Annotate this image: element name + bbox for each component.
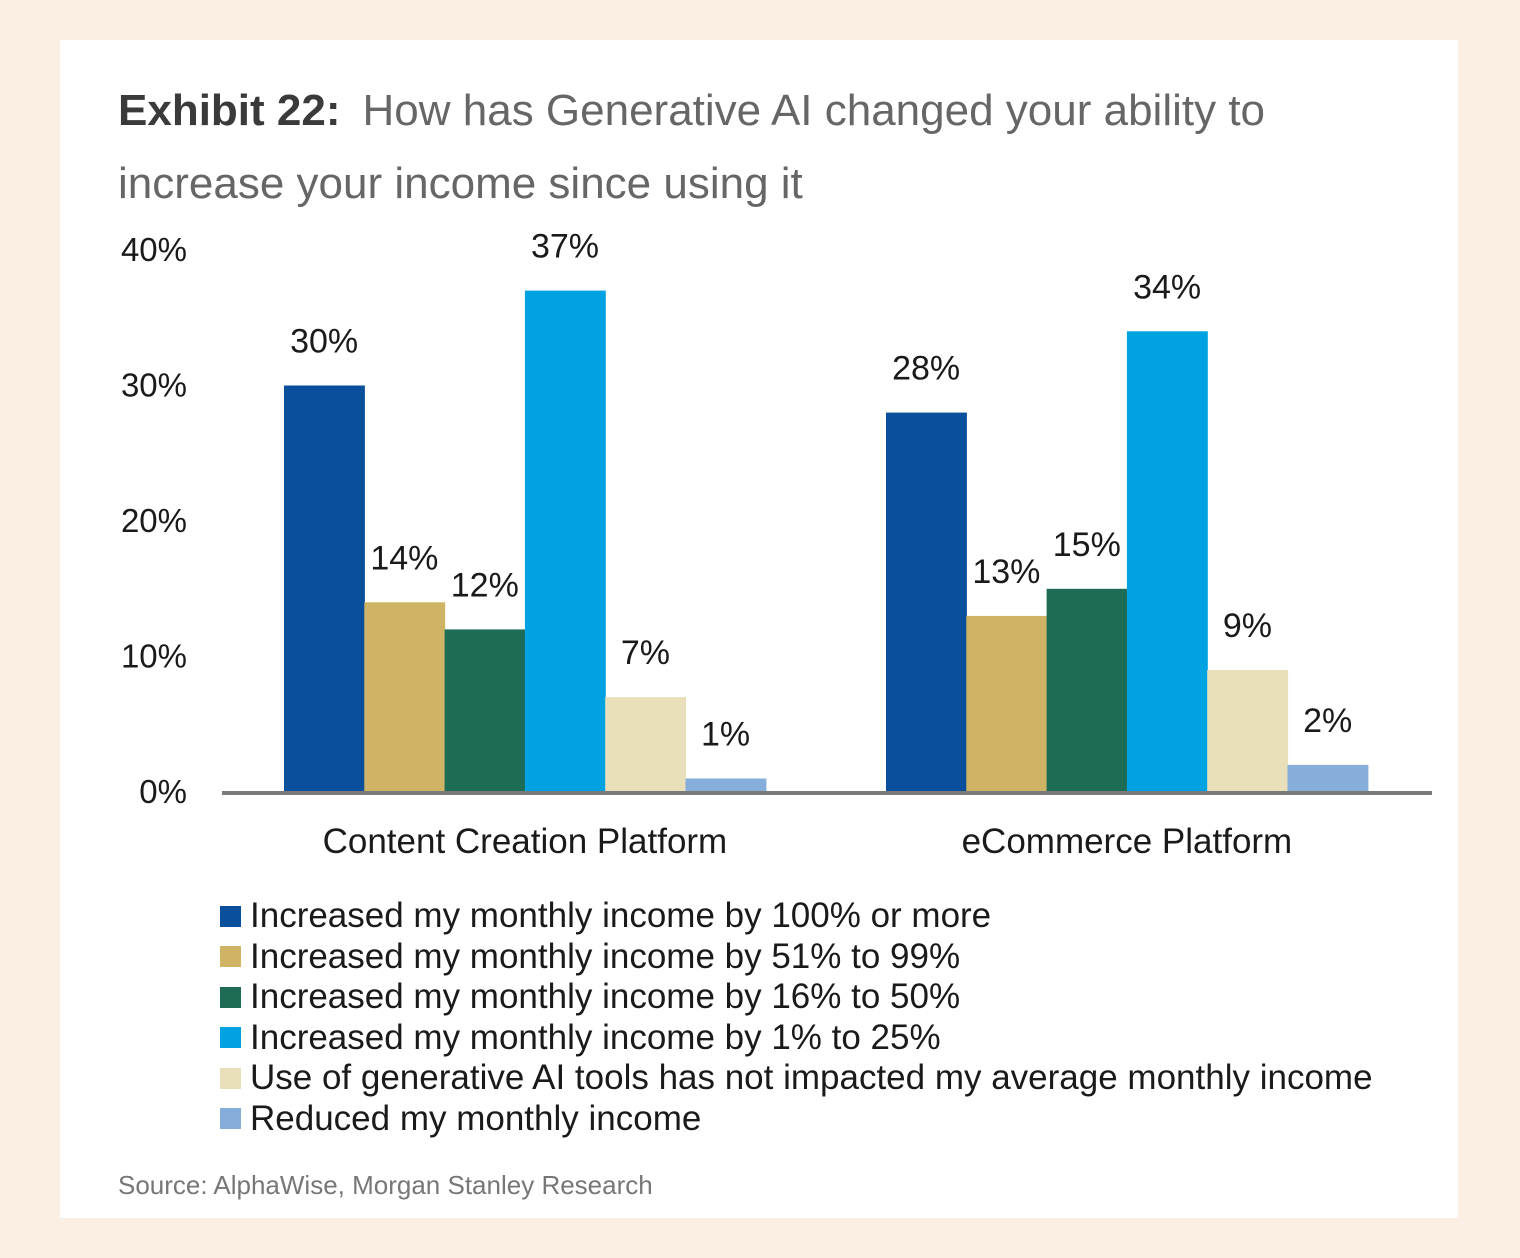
legend-item: Reduced my monthly income <box>220 1099 1373 1140</box>
legend-item: Increased my monthly income by 1% to 25% <box>220 1018 1373 1059</box>
legend-swatch <box>220 905 241 927</box>
bar-value-label: 2% <box>1303 702 1352 740</box>
chart-title: Exhibit 22: How has Generative AI changed… <box>118 74 1398 220</box>
bar <box>1207 670 1289 792</box>
legend-swatch <box>220 1108 241 1130</box>
category-label: Content Creation Platform <box>323 822 728 861</box>
bar <box>1126 331 1208 792</box>
chart-card: Exhibit 22: How has Generative AI changed… <box>60 40 1458 1218</box>
legend-label: Increased my monthly income by 1% to 25% <box>250 1017 941 1057</box>
bar-value-label: 30% <box>290 323 358 361</box>
bar-value-label: 1% <box>701 716 750 754</box>
bar <box>605 697 687 792</box>
legend-label: Increased my monthly income by 100% or m… <box>250 896 992 936</box>
category-label: eCommerce Platform <box>962 822 1293 861</box>
y-tick-label: 10% <box>121 638 187 675</box>
exhibit-number: Exhibit 22: <box>118 86 341 135</box>
bar <box>364 602 446 792</box>
bar-value-label: 37% <box>531 228 599 266</box>
legend-swatch <box>220 1027 241 1049</box>
bar-value-label: 14% <box>370 539 438 577</box>
bar <box>284 385 365 792</box>
legend-label: Reduced my monthly income <box>250 1098 702 1138</box>
chart-question: How has Generative AI changed your abili… <box>118 86 1266 208</box>
bar-value-label: 15% <box>1053 526 1121 564</box>
bar-value-label: 7% <box>621 634 670 672</box>
legend-swatch <box>220 946 241 968</box>
legend-item: Use of generative AI tools has not impac… <box>220 1058 1373 1099</box>
bar <box>966 615 1048 793</box>
legend: Increased my monthly income by 100% or m… <box>220 896 1373 1139</box>
bar <box>1287 764 1369 792</box>
y-tick-label: 40% <box>121 231 187 268</box>
bar <box>444 629 526 792</box>
legend-item: Increased my monthly income by 100% or m… <box>220 896 1373 937</box>
legend-label: Increased my monthly income by 16% to 50… <box>250 977 961 1017</box>
bar-value-label: 28% <box>892 350 960 388</box>
y-tick-label: 30% <box>121 367 187 404</box>
bar <box>1046 588 1128 793</box>
legend-item: Increased my monthly income by 51% to 99… <box>220 937 1373 978</box>
legend-swatch <box>220 1067 241 1089</box>
bar <box>685 778 767 793</box>
bar-value-label: 34% <box>1133 268 1201 306</box>
source-note: Source: AlphaWise, Morgan Stanley Resear… <box>118 1170 653 1200</box>
bar-value-label: 13% <box>972 553 1040 591</box>
y-tick-label: 0% <box>139 773 187 810</box>
bar <box>886 412 967 792</box>
bar <box>524 290 606 792</box>
bar-chart: 0% 10% 20% 30% 40% 30% 14% 12% 37% 7% 1% Content Cr… <box>121 228 1432 861</box>
legend-item: Increased my monthly income by 16% to 50… <box>220 977 1373 1018</box>
legend-label: Increased my monthly income by 51% to 99… <box>250 936 961 976</box>
bar-value-label: 12% <box>451 566 519 604</box>
legend-label: Use of generative AI tools has not impac… <box>250 1058 1373 1098</box>
bar-value-label: 9% <box>1223 607 1272 645</box>
y-tick-label: 20% <box>121 502 187 539</box>
legend-swatch <box>220 986 241 1008</box>
